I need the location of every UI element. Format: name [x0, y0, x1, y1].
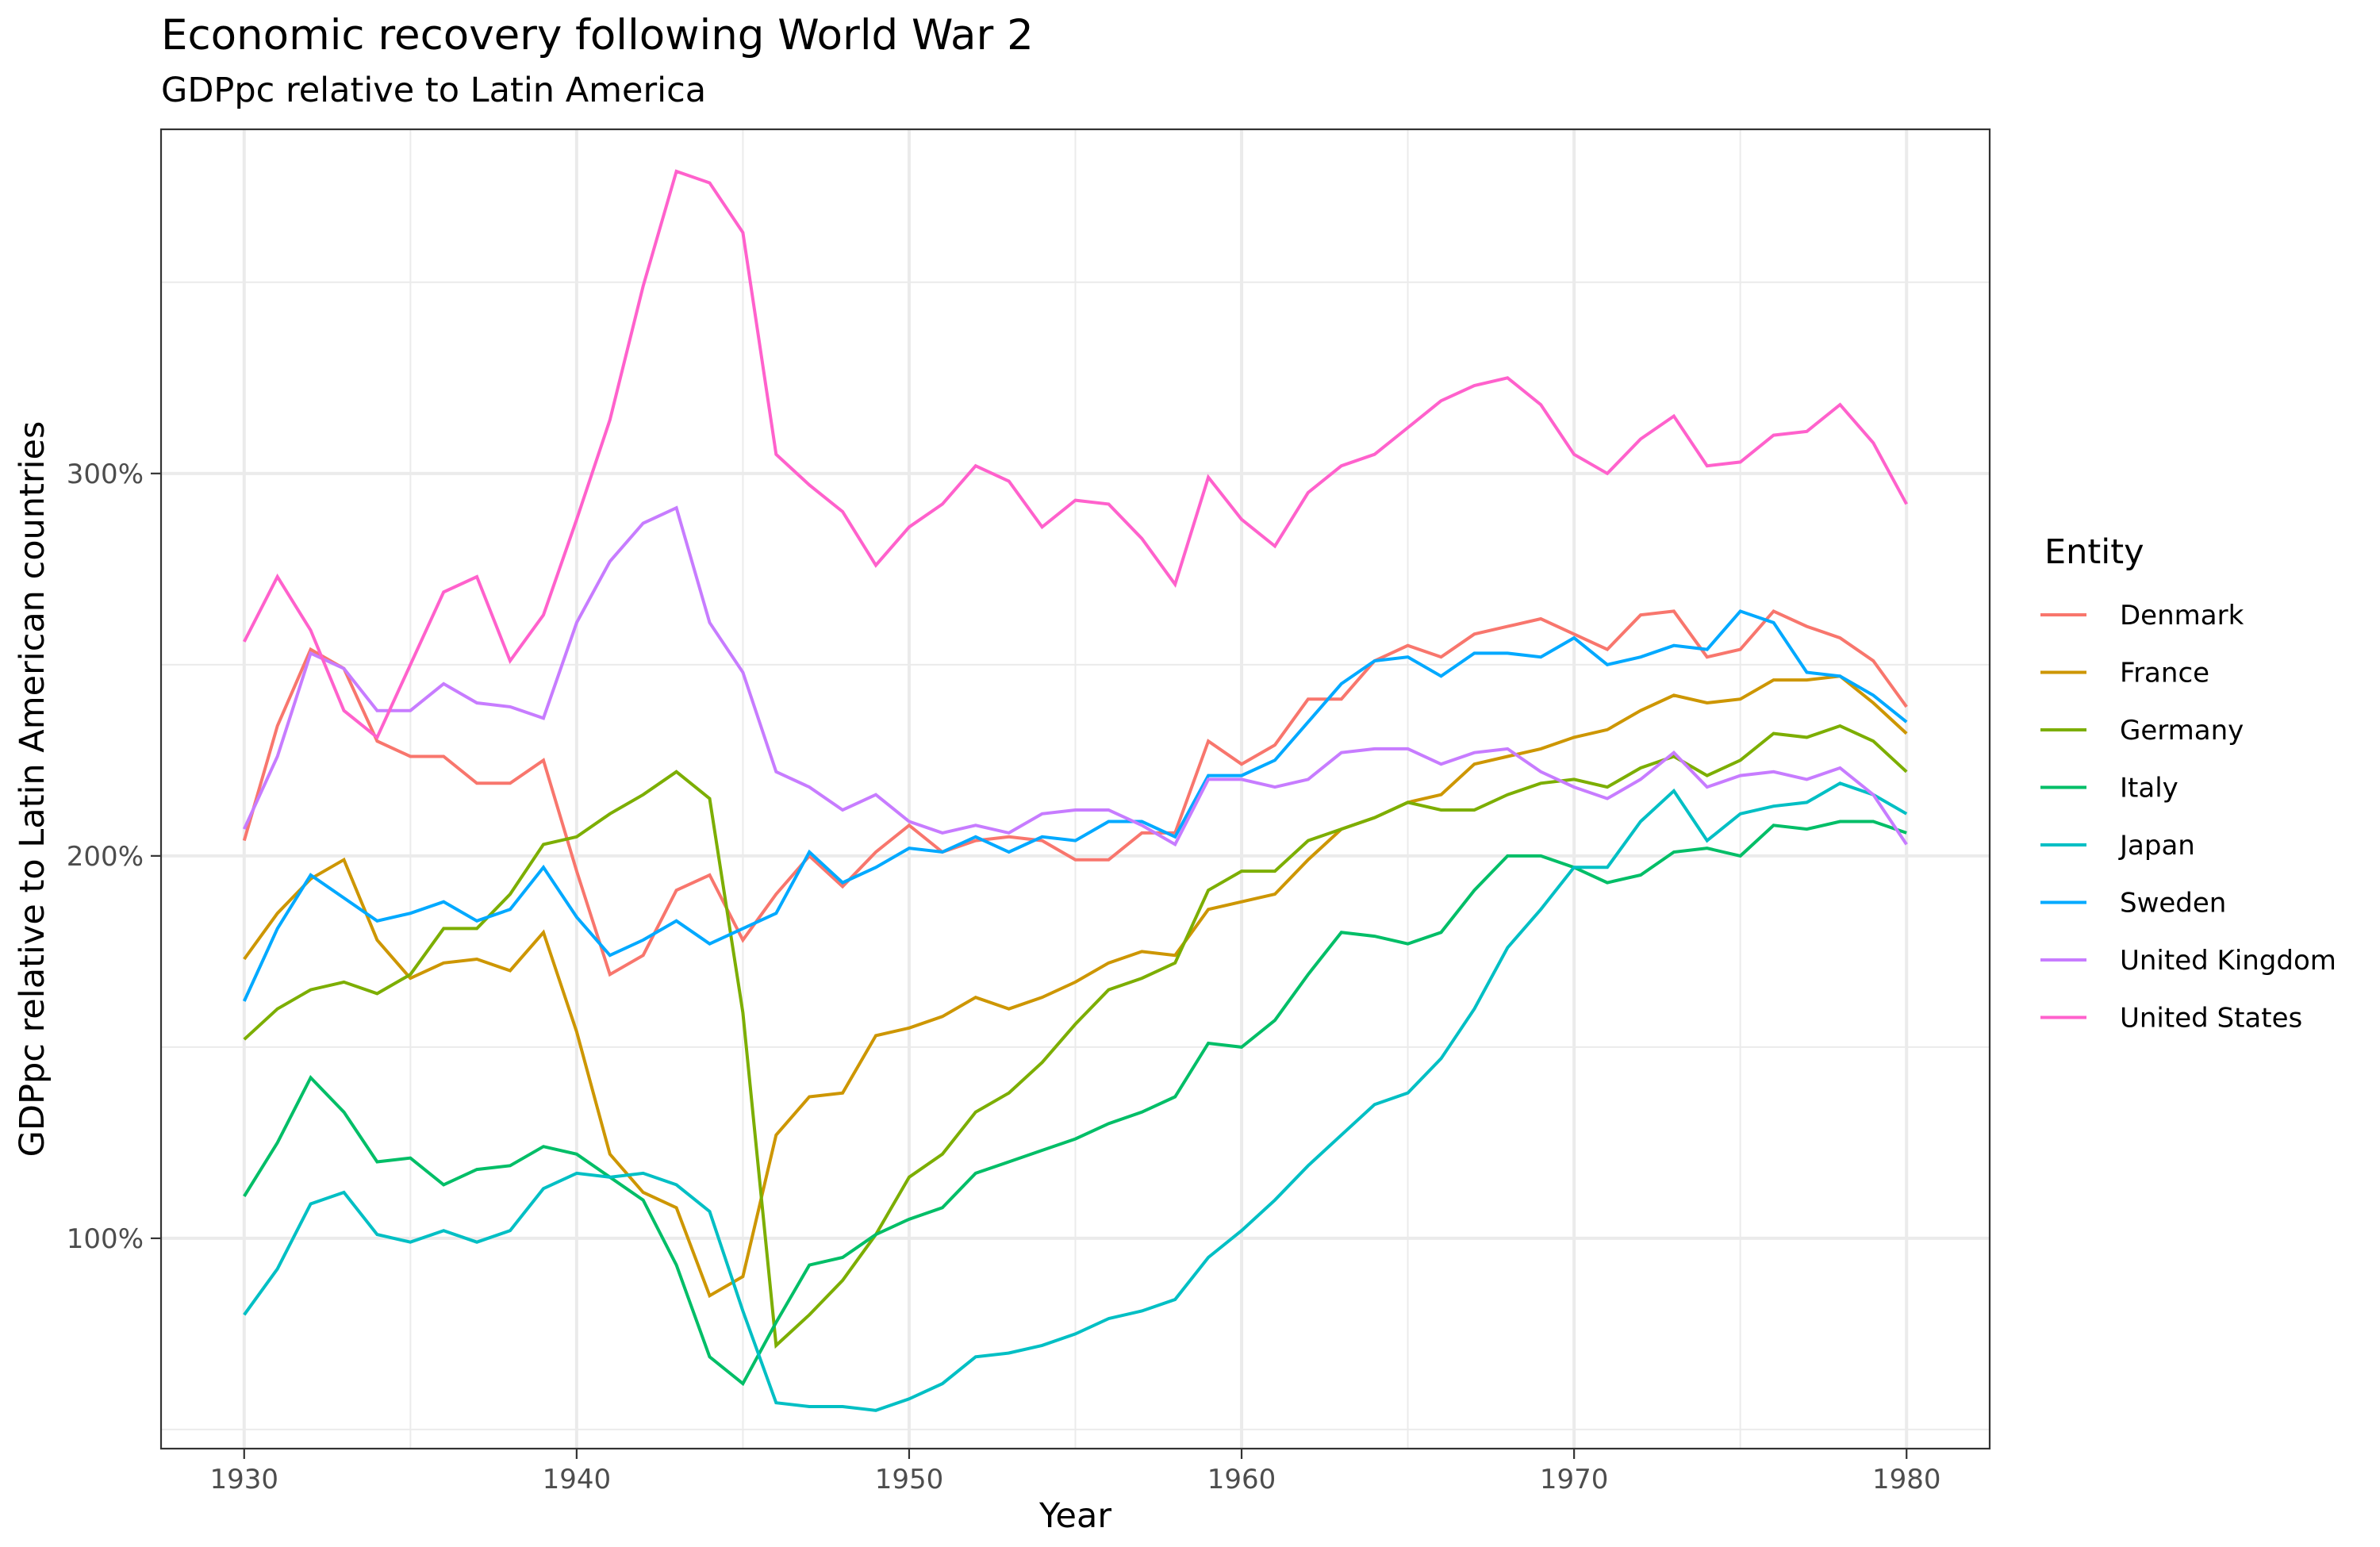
series-lines: [242, 169, 1908, 1412]
legend-label: Germany: [2120, 715, 2244, 747]
legend: Entity Denmark France Germany Italy Japan Swe…: [2040, 532, 2336, 1035]
x-axis: 1930 1940 1950 1960 1970 1980: [210, 1449, 1941, 1495]
legend-item-france: France: [2040, 658, 2209, 689]
x-tick-label: 1930: [210, 1464, 279, 1495]
legend-item-italy: Italy: [2040, 773, 2178, 804]
legend-label: Italy: [2120, 773, 2178, 804]
y-tick-label: 100%: [67, 1223, 144, 1255]
x-tick-label: 1970: [1540, 1464, 1609, 1495]
series-line-france: [243, 674, 1908, 1299]
plot-panel: [159, 128, 1991, 1450]
legend-label: Sweden: [2120, 888, 2226, 919]
x-tick-label: 1940: [543, 1464, 612, 1495]
minor-gridlines: [161, 129, 1990, 1449]
y-tick-label: 300%: [67, 459, 144, 490]
series-line-sweden: [242, 609, 1908, 1002]
y-axis: 100% 200% 300%: [67, 459, 161, 1255]
legend-label: France: [2120, 658, 2209, 689]
series-line-united-states: [243, 169, 1908, 740]
x-tick-label: 1950: [875, 1464, 944, 1495]
legend-item-japan: Japan: [2040, 830, 2195, 862]
series-line-japan: [243, 781, 1908, 1412]
legend-item-united-states: United States: [2040, 1003, 2302, 1035]
legend-item-germany: Germany: [2040, 715, 2244, 747]
legend-item-sweden: Sweden: [2040, 888, 2226, 919]
x-axis-title: Year: [1038, 1496, 1111, 1536]
legend-items: Denmark France Germany Italy Japan Sweden Unit…: [2040, 600, 2336, 1035]
series-line-germany: [243, 724, 1908, 1349]
y-axis-title: GDPpc relative to Latin American countri…: [13, 421, 52, 1157]
series-line-united-kingdom: [242, 505, 1908, 847]
chart-subtitle: GDPpc relative to Latin America: [161, 71, 706, 110]
x-tick-label: 1960: [1207, 1464, 1276, 1495]
x-tick-label: 1980: [1872, 1464, 1941, 1495]
y-tick-label: 200%: [67, 841, 144, 873]
legend-item-denmark: Denmark: [2040, 600, 2244, 631]
legend-label: United States: [2120, 1003, 2302, 1035]
legend-label: United Kingdom: [2120, 945, 2336, 977]
legend-label: Denmark: [2120, 600, 2244, 631]
legend-item-united-kingdom: United Kingdom: [2040, 945, 2336, 977]
series-line-italy: [243, 820, 1907, 1387]
legend-label: Japan: [2118, 830, 2195, 862]
series-line-denmark: [242, 608, 1908, 977]
legend-title: Entity: [2044, 532, 2144, 572]
panel-border: [159, 128, 1991, 1450]
chart-title: Economic recovery following World War 2: [161, 11, 1034, 60]
major-gridlines: [161, 129, 1990, 1449]
